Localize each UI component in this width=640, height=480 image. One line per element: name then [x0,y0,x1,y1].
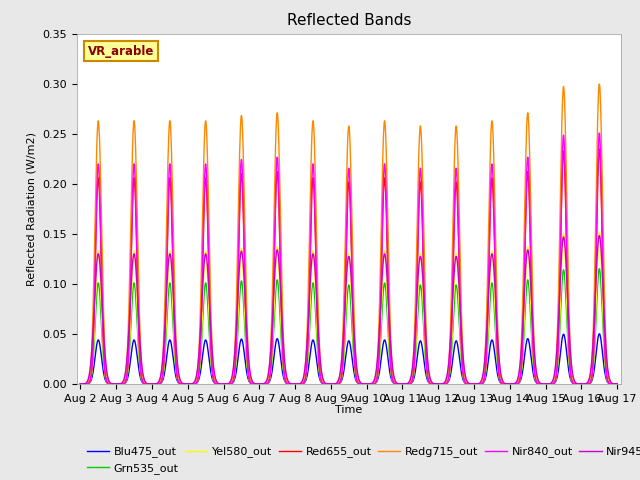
Red655_out [77,381,84,387]
Nir945_out [104,374,111,380]
Grn535_out [598,295,605,300]
Red655_out [323,381,331,387]
Blu475_out [595,331,603,336]
Nir840_out [104,381,111,386]
Nir945_out [337,359,345,365]
Blu475_out [104,381,111,386]
Line: Nir840_out: Nir840_out [81,133,617,384]
Line: Yel580_out: Yel580_out [81,232,617,384]
Yel580_out [337,376,345,382]
Red655_out [337,374,345,380]
Redg715_out [77,381,84,387]
Blu475_out [337,378,345,384]
Redg715_out [323,381,331,387]
Nir945_out [613,381,621,387]
Title: Reflected Bands: Reflected Bands [287,13,411,28]
Nir840_out [613,381,621,387]
Grn535_out [499,381,507,387]
Grn535_out [104,380,111,386]
Nir945_out [499,379,507,384]
Line: Blu475_out: Blu475_out [81,334,617,384]
Line: Grn535_out: Grn535_out [81,269,617,384]
Yel580_out [77,381,84,387]
Yel580_out [595,229,603,235]
Grn535_out [598,301,605,307]
Redg715_out [499,380,507,386]
Blu475_out [77,381,84,387]
Yel580_out [598,270,605,276]
Nir945_out [323,381,331,387]
Red655_out [104,380,111,386]
Blu475_out [323,381,331,387]
Nir945_out [598,256,605,262]
Yel580_out [613,381,621,387]
Grn535_out [337,376,345,382]
Redg715_out [613,381,621,387]
X-axis label: Time: Time [335,405,362,415]
Blu475_out [598,345,605,350]
Redg715_out [595,81,603,87]
Grn535_out [613,381,621,387]
Grn535_out [323,381,331,387]
Redg715_out [337,360,345,366]
Nir945_out [595,233,603,239]
Line: Red655_out: Red655_out [81,149,617,384]
Y-axis label: Reflected Radiation (W/m2): Reflected Radiation (W/m2) [27,132,36,286]
Nir840_out [595,130,603,136]
Red655_out [613,381,621,387]
Red655_out [499,381,507,387]
Nir945_out [77,381,84,387]
Redg715_out [104,377,111,383]
Nir840_out [598,218,605,224]
Line: Nir945_out: Nir945_out [81,236,617,384]
Nir840_out [499,381,507,387]
Blu475_out [613,381,621,387]
Redg715_out [598,161,605,167]
Grn535_out [595,266,603,272]
Nir840_out [337,374,345,380]
Blu475_out [598,342,605,348]
Red655_out [598,225,605,230]
Yel580_out [499,381,507,387]
Nir840_out [323,381,331,387]
Nir840_out [77,381,84,387]
Yel580_out [104,381,111,386]
Redg715_out [598,147,605,153]
Blu475_out [499,381,507,387]
Nir945_out [598,262,605,267]
Yel580_out [598,278,605,284]
Grn535_out [77,381,84,387]
Yel580_out [323,381,331,387]
Legend: Blu475_out, Grn535_out, Yel580_out, Red655_out, Redg715_out, Nir840_out, Nir945_: Blu475_out, Grn535_out, Yel580_out, Red6… [83,442,640,479]
Red655_out [598,212,605,217]
Red655_out [595,146,603,152]
Text: VR_arable: VR_arable [88,45,154,58]
Nir840_out [598,203,605,209]
Line: Redg715_out: Redg715_out [81,84,617,384]
